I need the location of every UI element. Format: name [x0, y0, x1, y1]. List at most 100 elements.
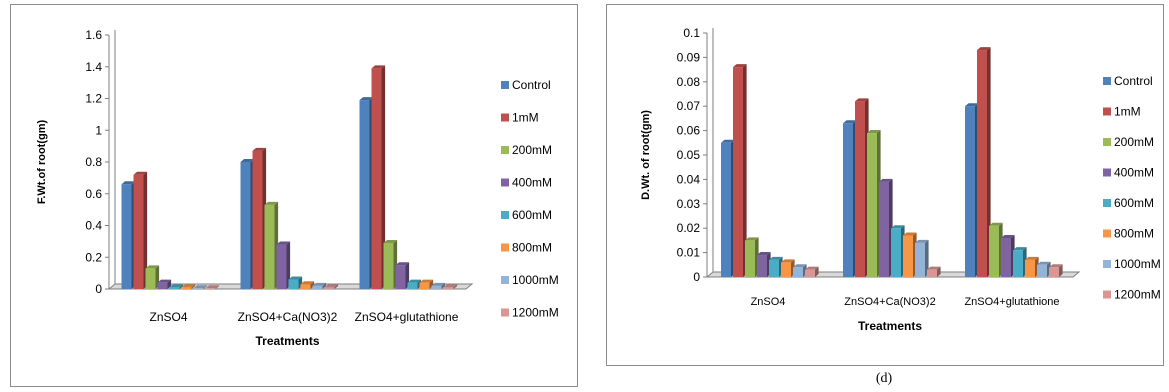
bar-control-1	[240, 159, 255, 289]
y-tick-label: 0.08	[677, 75, 701, 89]
bar-top	[891, 225, 905, 229]
category-label: ZnSO4+glutathione	[355, 310, 459, 324]
bar-front	[324, 287, 335, 289]
bar-400mm-0	[757, 252, 771, 277]
y-tick-label: 0.06	[677, 124, 701, 138]
bar-1mm-1	[252, 147, 267, 289]
legend-label: 800mM	[512, 241, 552, 255]
y-tick-label: 1.4	[85, 60, 102, 74]
fresh-weight-chart: 0 0.2 0.4 0.6 0.8 1 1.2 1.4 1.6 F.Wt.of root(gm) Z…	[36, 28, 559, 348]
bar-front	[733, 67, 743, 277]
bar-front	[312, 285, 323, 289]
bar-200mm-1	[867, 130, 881, 277]
bar-top	[855, 98, 869, 102]
bar-front	[240, 162, 251, 289]
bar-front	[407, 282, 418, 289]
bar-1200mm-2	[1049, 264, 1063, 277]
bar-side	[215, 285, 220, 289]
legend-swatch	[1103, 199, 1111, 207]
legend-item: 200mM	[1103, 135, 1154, 149]
bar-top	[371, 65, 386, 69]
bar-1200mm-1	[927, 266, 941, 277]
x-axis-title: Treatments	[858, 319, 922, 333]
bar-1mm-2	[371, 65, 386, 290]
bar-1mm-1	[855, 98, 869, 277]
bar-side	[334, 284, 339, 289]
bar-top	[205, 285, 220, 289]
bar-top	[133, 171, 148, 175]
legend-item: 1200mM	[501, 306, 559, 320]
bar-front	[157, 282, 168, 289]
bar-front	[169, 287, 180, 289]
legend-label: 1000mM	[512, 273, 559, 287]
category-label: ZnSO4+Ca(NO3)2	[238, 310, 338, 324]
bar-1200mm-0	[805, 266, 819, 277]
bar-top	[431, 282, 446, 286]
bar-1200mm-1	[324, 284, 339, 289]
legend-label: 200mM	[1114, 135, 1154, 149]
bar-top	[781, 259, 795, 263]
category-label: ZnSO4+glutathione	[964, 296, 1059, 308]
bar-top	[793, 264, 807, 268]
legend-item: 1000mM	[1103, 257, 1161, 271]
y-tick-label: 0.4	[85, 219, 102, 233]
category-label: ZnSO4	[751, 296, 786, 308]
bar-front	[193, 288, 204, 289]
legend-item: Control	[1103, 74, 1153, 88]
bar-control-0	[121, 181, 136, 289]
bar-side	[925, 239, 929, 277]
bar-200mm-0	[745, 237, 759, 277]
bar-600mm-2	[407, 279, 422, 289]
bar-200mm-0	[145, 265, 160, 289]
legend-label: 1000mM	[1114, 257, 1161, 271]
bar-front	[989, 225, 999, 277]
bar-top	[157, 279, 172, 283]
bar-top	[240, 159, 255, 162]
bar-200mm-2	[989, 222, 1003, 277]
legend-label: 200mM	[512, 143, 552, 157]
bar-front	[805, 269, 815, 277]
bar-control-0	[721, 139, 735, 277]
bar-side	[381, 65, 386, 290]
bar-side	[143, 171, 148, 289]
legend-swatch	[501, 308, 509, 317]
bar-front	[915, 242, 925, 277]
bar-front	[1037, 264, 1047, 277]
bar-top	[1025, 256, 1039, 260]
bar-top	[1013, 247, 1027, 251]
bar-front	[121, 184, 132, 289]
legend-swatch	[501, 243, 509, 252]
bar-front	[1049, 267, 1059, 277]
legend-swatch	[1103, 77, 1111, 85]
figure-caption: (d)	[875, 371, 893, 386]
y-tick-label: 0.8	[85, 155, 102, 169]
bar-front	[133, 174, 144, 289]
bar-front	[903, 235, 913, 277]
bar-side	[743, 64, 747, 277]
bar-800mm-0	[781, 259, 795, 277]
bar-top	[169, 284, 184, 288]
bar-side	[286, 241, 291, 289]
legend-label: 1mM	[512, 111, 539, 125]
bar-top	[805, 266, 819, 270]
bar-top	[264, 201, 279, 205]
y-tick-label: 0.2	[85, 250, 102, 264]
bar-top	[395, 262, 410, 266]
bar-side	[203, 285, 208, 289]
legend-swatch	[1103, 168, 1111, 177]
bar-side	[310, 281, 315, 289]
bar-top	[1001, 234, 1015, 238]
bar-front	[965, 106, 975, 277]
legend-swatch	[501, 178, 509, 187]
bar-front	[843, 123, 853, 277]
bar-control-2	[359, 97, 374, 290]
bar-front	[205, 288, 216, 289]
bar-top	[1049, 264, 1063, 268]
bar-top	[300, 281, 315, 285]
x-axis-title: Treatments	[255, 334, 319, 348]
bar-front	[252, 150, 263, 289]
bar-front	[383, 242, 394, 289]
legend-item: 200mM	[501, 143, 552, 157]
bar-front	[769, 259, 779, 277]
bar-front	[1025, 259, 1035, 277]
